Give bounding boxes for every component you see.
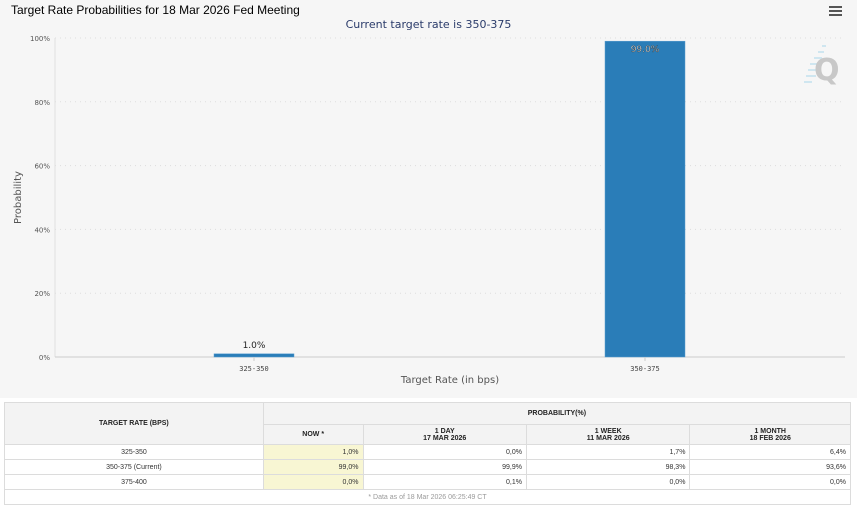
y-axis-title: Probability [13,171,24,224]
table-row: 375-400 0,0% 0,1% 0,0% 0,0% [4,474,851,490]
target-rate-cell: 375-400 [4,474,264,490]
probability-cell: 6,4% [689,444,851,460]
quikstrike-logo-icon: Q [804,45,840,88]
bar [213,353,295,358]
probability-table: TARGET RATE (BPS) PROBABILITY(%) NOW * 1 … [4,402,852,505]
x-tick-label: 350-375 [630,365,660,373]
y-tick-label: 40% [34,226,50,234]
y-tick-label: 0% [39,354,50,362]
bar [604,40,686,358]
column-header-1-month: 1 MONTH 18 FEB 2026 [689,424,851,445]
hamburger-menu-icon[interactable] [829,6,842,18]
column-header-1-day: 1 DAY 17 MAR 2026 [362,424,527,445]
probability-cell: 99,9% [362,459,527,475]
svg-text:Q: Q [814,53,840,88]
probability-cell: 0,0% [262,474,364,490]
chart-subtitle: Current target rate is 350-375 [345,18,512,31]
probability-cell: 0,0% [362,444,527,460]
table-row: 325-350 1,0% 0,0% 1,7% 6,4% [4,444,851,460]
probability-cell: 93,6% [689,459,851,475]
rate-header: TARGET RATE (BPS) [4,402,264,445]
column-header-label: NOW * [302,431,325,438]
column-header-date: 17 MAR 2026 [423,434,467,442]
y-tick-label: 60% [34,163,50,171]
probability-cell: 0,0% [689,474,851,490]
data-label: 1.0% [243,341,266,351]
data-timestamp-footnote: * Data as of 18 Mar 2026 06:25:49 CT [4,489,851,505]
table-row: 350-375 (Current) 99,0% 99,9% 98,3% 93,6% [4,459,851,475]
x-axis-title: Target Rate (in bps) [400,375,499,386]
target-rate-cell: 350-375 (Current) [4,459,264,475]
probability-cell: 1,7% [525,444,691,460]
column-header-date: 11 MAR 2026 [586,434,630,442]
probability-table-wrap: TARGET RATE (BPS) PROBABILITY(%) NOW * 1 … [4,402,852,505]
data-label: 99.0% [631,45,660,55]
column-header-label: 1 DAY [434,427,455,435]
column-header-1-week: 1 WEEK 11 MAR 2026 [525,424,691,445]
column-header-label: 1 WEEK [594,427,622,435]
target-rate-cell: 325-350 [4,444,264,460]
bar-chart: 0% 20% 40% 60% 80% 100% 1.0% 325-350 99.0% 350-37… [13,35,845,386]
probability-cell: 0,1% [362,474,527,490]
probability-cell: 99,0% [262,459,364,475]
y-tick-label: 100% [30,35,50,43]
chart-panel: Target Rate Probabilities for 18 Mar 202… [11,3,845,386]
y-tick-label: 20% [34,290,50,298]
column-header-now: NOW * [262,424,364,445]
x-tick-label: 325-350 [239,365,269,373]
column-header-label: 1 MONTH [754,427,786,435]
chart-title: Target Rate Probabilities for 18 Mar 202… [11,3,300,17]
probability-header: PROBABILITY(%) [262,402,852,425]
probability-cell: 0,0% [525,474,691,490]
y-tick-label: 80% [34,99,50,107]
probability-cell: 1,0% [262,444,364,460]
column-header-date: 18 FEB 2026 [749,434,791,442]
probability-cell: 98,3% [525,459,691,475]
